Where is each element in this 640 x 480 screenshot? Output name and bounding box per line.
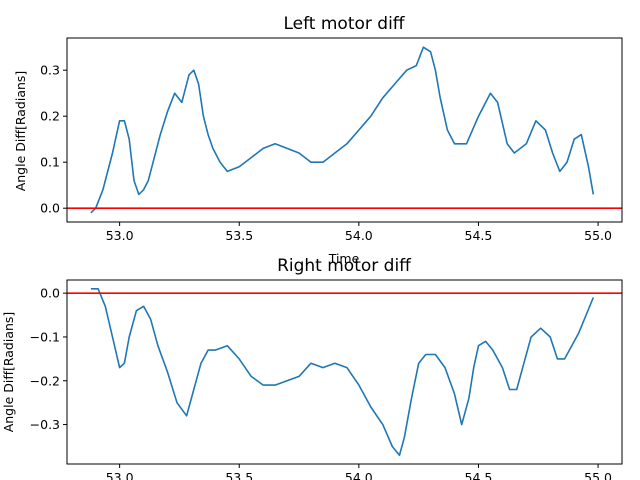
axes-frame <box>66 279 623 465</box>
x-tick-label: 54.0 <box>345 228 373 243</box>
y-tick-label: −0.3 <box>30 417 60 432</box>
chart-title: Left motor diff <box>283 14 405 34</box>
plot-area: 53.0 53.5 54.0 54.5 55.0 0.0 −0.1 −0.2 −0.3 <box>30 279 623 480</box>
x-tick-label: 53.0 <box>106 228 134 243</box>
x-tick-label: 54.5 <box>465 470 493 480</box>
chart-title: Right motor diff <box>277 256 412 276</box>
chart-left-motor-diff: Left motor diff 53.0 53.5 54.0 54.5 55.0 0.0 0… <box>13 14 623 266</box>
series-line <box>90 46 595 214</box>
x-tick-label: 54.0 <box>345 470 373 480</box>
y-tick-label: 0.3 <box>40 63 60 78</box>
axes-frame <box>66 37 623 223</box>
x-tick-label: 54.5 <box>465 228 493 243</box>
y-tick-label: 0.1 <box>40 155 60 170</box>
y-axis-label: Angle Diff[Radians] <box>1 312 16 433</box>
series-line <box>90 287 595 457</box>
x-axis-label: Time <box>328 251 360 266</box>
x-tick-label: 55.0 <box>584 470 612 480</box>
y-tick-label: 0.0 <box>40 201 60 216</box>
chart-right-motor-diff: Right motor diff 53.0 53.5 54.0 54.5 55.0 0.0… <box>1 256 623 480</box>
y-tick-label: −0.2 <box>30 373 60 388</box>
y-axis-label: Angle Diff[Radians] <box>13 71 28 192</box>
y-tick-label: −0.1 <box>30 329 60 344</box>
y-tick-label: 0.0 <box>40 286 60 301</box>
plot-area: 53.0 53.5 54.0 54.5 55.0 0.0 0.1 0.2 0.3 <box>40 37 623 243</box>
x-tick-label: 53.5 <box>225 470 253 480</box>
y-tick-label: 0.2 <box>40 109 60 124</box>
x-tick-label: 53.5 <box>225 228 253 243</box>
x-tick-label: 53.0 <box>106 470 134 480</box>
x-tick-label: 55.0 <box>584 228 612 243</box>
